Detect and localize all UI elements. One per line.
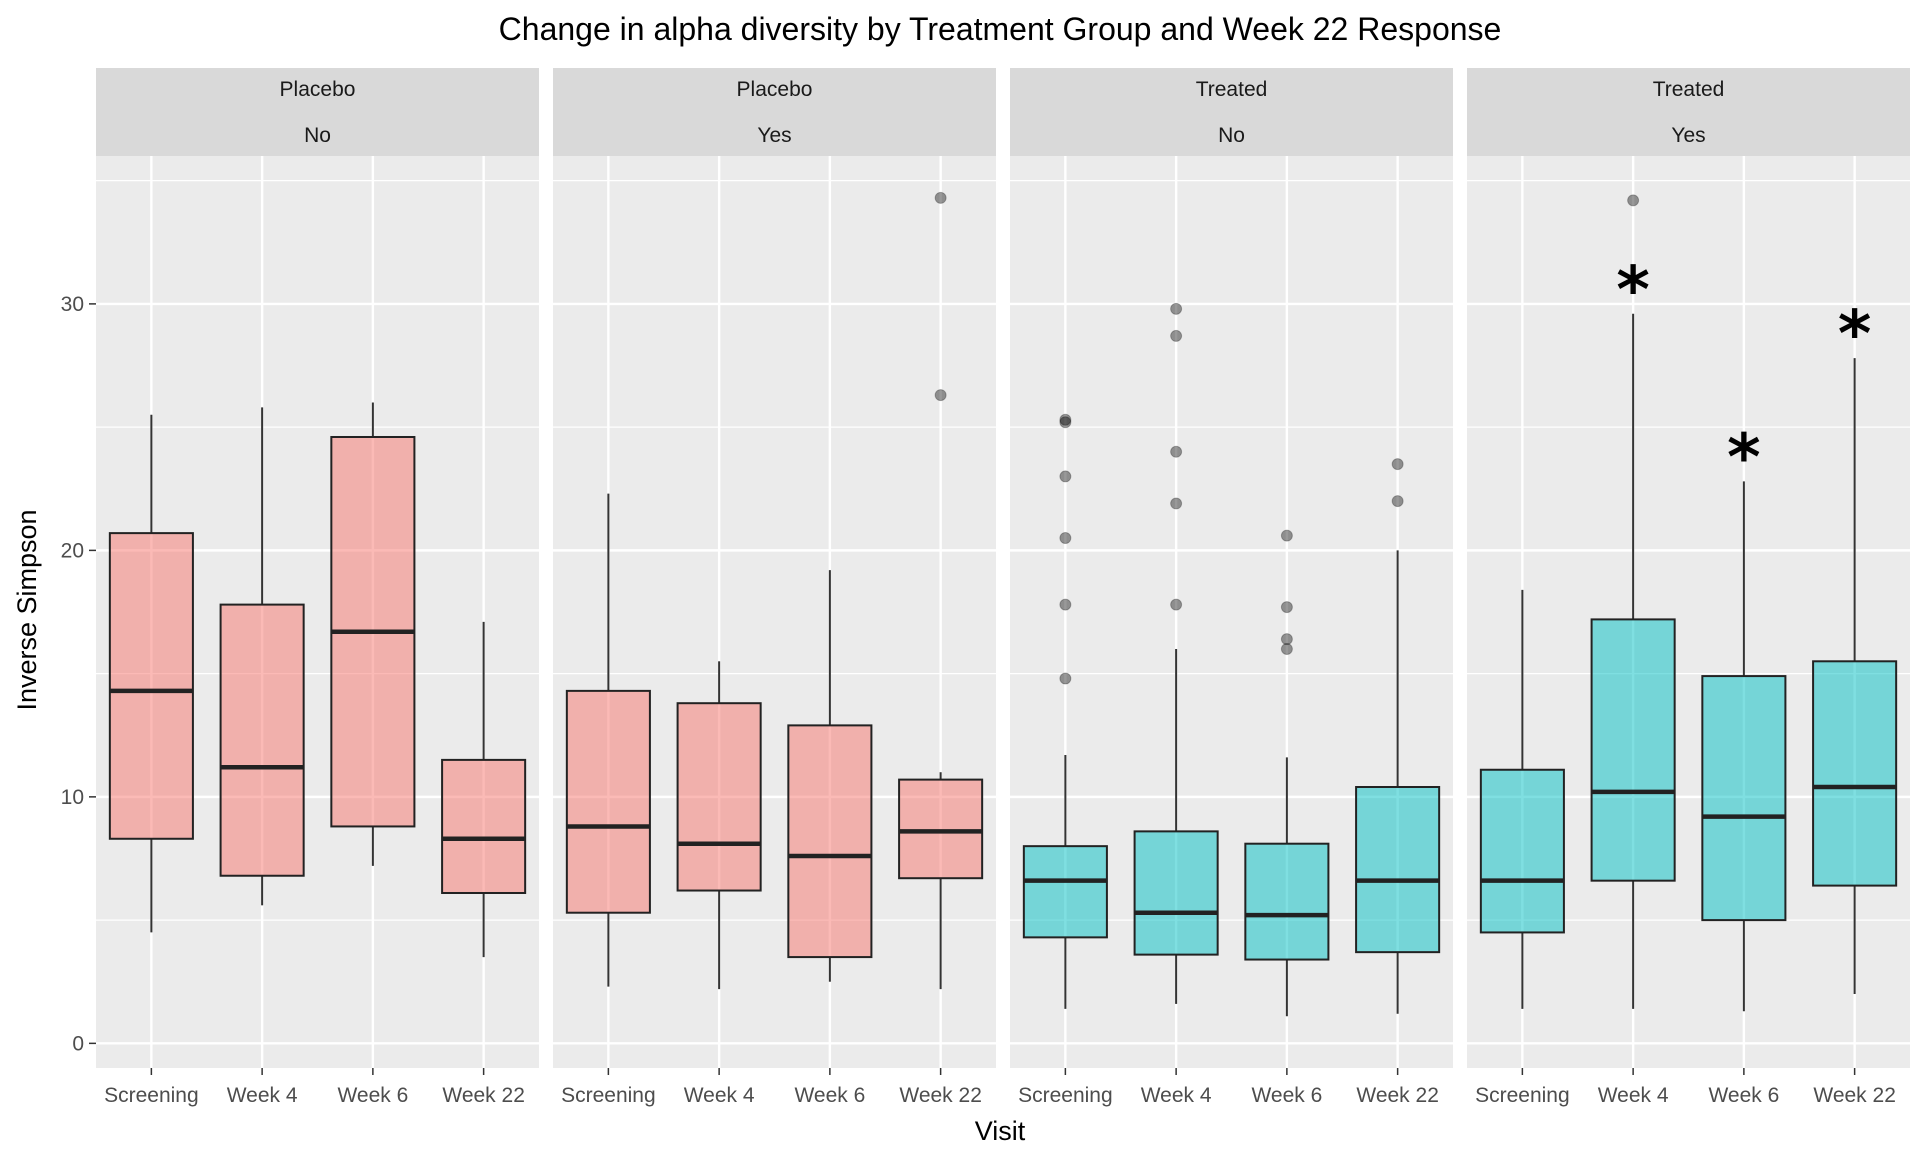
facet-strip-response-label: Yes xyxy=(1671,124,1705,147)
box-iqr xyxy=(1590,618,1676,882)
outlier-point xyxy=(1059,470,1072,483)
facet-strip-group-label: Placebo xyxy=(280,78,356,101)
x-axis-title: Visit xyxy=(975,1116,1026,1146)
box-screening xyxy=(108,414,194,933)
outlier-point xyxy=(1280,529,1293,542)
x-tick-label: Week 22 xyxy=(442,1084,525,1107)
box-iqr xyxy=(1355,786,1441,954)
x-tick-label: Week 22 xyxy=(899,1084,982,1107)
box-iqr xyxy=(565,689,651,914)
outlier-point xyxy=(1627,194,1640,207)
x-tick-label: Screening xyxy=(104,1084,199,1107)
facet-panel: Treated Yes * * * Screening Week 4 Week 6 Week 2… xyxy=(1467,68,1910,1107)
y-tick-label: 30 xyxy=(61,293,84,316)
box-iqr xyxy=(1244,842,1330,961)
y-axis-title: Inverse Simpson xyxy=(12,509,42,710)
box-week-4 xyxy=(1133,302,1219,1004)
x-tick-label: Screening xyxy=(1018,1084,1113,1107)
box-iqr xyxy=(898,778,984,880)
outlier-point xyxy=(1059,413,1072,426)
box-iqr xyxy=(219,603,305,877)
y-tick-label: 10 xyxy=(61,786,84,809)
facet-strip-group-label: Treated xyxy=(1196,78,1268,101)
outlier-point xyxy=(1170,302,1183,315)
outlier-point xyxy=(1170,497,1183,510)
box-week-4 xyxy=(676,661,762,990)
x-tick-label: Week 4 xyxy=(684,1084,755,1107)
x-tick-label: Week 4 xyxy=(1598,1084,1669,1107)
box-screening xyxy=(565,493,651,987)
facet-strip xyxy=(1010,68,1453,156)
y-tick-label: 20 xyxy=(61,539,84,562)
outlier-point xyxy=(1059,672,1072,685)
x-tick-label: Week 22 xyxy=(1356,1084,1439,1107)
x-tick-label: Week 6 xyxy=(1708,1084,1779,1107)
box-week-22 xyxy=(898,191,984,990)
box-screening xyxy=(1479,589,1565,1009)
outlier-point xyxy=(1391,495,1404,508)
facet-strip-group-label: Treated xyxy=(1653,78,1725,101)
box-week-22 xyxy=(1812,358,1898,995)
significance-star: * xyxy=(1838,298,1871,372)
outlier-point xyxy=(1170,445,1183,458)
outlier-point xyxy=(1280,633,1293,646)
facet-strip-group-label: Placebo xyxy=(737,78,813,101)
facet-strip xyxy=(1467,68,1910,156)
facet-strip-response-label: No xyxy=(1218,124,1245,147)
box-week-6 xyxy=(330,402,416,866)
x-tick-label: Week 6 xyxy=(1251,1084,1322,1107)
box-iqr xyxy=(1022,845,1108,939)
outlier-point xyxy=(1170,598,1183,611)
facet-panel: Placebo Yes Screening Week 4 Week 6 Week 22 xyxy=(553,68,996,1107)
box-week-6 xyxy=(787,570,873,982)
outlier-point xyxy=(1059,532,1072,545)
box-iqr xyxy=(787,724,873,959)
box-iqr xyxy=(1133,830,1219,956)
outlier-point xyxy=(934,191,947,204)
facet-strip xyxy=(553,68,996,156)
box-week-4 xyxy=(1590,194,1676,1009)
significance-star: * xyxy=(1616,254,1649,328)
box-iqr xyxy=(1812,660,1898,887)
outlier-point xyxy=(1280,601,1293,614)
facet-panel: Placebo No Screening Week 4 Week 6 Week 22 xyxy=(96,68,539,1107)
y-axis: 0 10 20 30 xyxy=(61,293,96,1055)
x-tick-label: Week 4 xyxy=(227,1084,298,1107)
outlier-point xyxy=(1059,416,1072,429)
x-tick-label: Week 6 xyxy=(337,1084,408,1107)
box-iqr xyxy=(1701,675,1787,922)
outlier-point xyxy=(1059,598,1072,611)
y-tick-label: 0 xyxy=(72,1032,84,1055)
outlier-point xyxy=(1391,458,1404,471)
x-tick-label: Week 22 xyxy=(1813,1084,1896,1107)
box-iqr xyxy=(676,702,762,892)
box-week-22 xyxy=(1355,458,1441,1014)
x-tick-label: Week 4 xyxy=(1141,1084,1212,1107)
box-week-6 xyxy=(1701,481,1787,1012)
box-iqr xyxy=(108,532,194,840)
box-week-22 xyxy=(441,621,527,958)
chart-title: Change in alpha diversity by Treatment G… xyxy=(499,11,1502,47)
x-tick-label: Screening xyxy=(1475,1084,1570,1107)
facet-panel: Treated No Screening Week 4 Week 6 Week 22 xyxy=(1010,68,1453,1107)
outlier-point xyxy=(1170,329,1183,342)
significance-star: * xyxy=(1727,421,1760,495)
panel-background xyxy=(553,156,996,1068)
outlier-point xyxy=(1280,642,1293,655)
x-tick-label: Screening xyxy=(561,1084,656,1107)
box-iqr xyxy=(1479,768,1565,934)
box-iqr xyxy=(441,758,527,894)
outlier-point xyxy=(934,389,947,402)
facet-strip-response-label: No xyxy=(304,124,331,147)
facet-strip xyxy=(96,68,539,156)
box-screening xyxy=(1022,413,1108,1009)
box-week-6 xyxy=(1244,529,1330,1017)
box-week-4 xyxy=(219,407,305,906)
x-tick-label: Week 6 xyxy=(794,1084,865,1107)
facet-strip-response-label: Yes xyxy=(757,124,791,147)
